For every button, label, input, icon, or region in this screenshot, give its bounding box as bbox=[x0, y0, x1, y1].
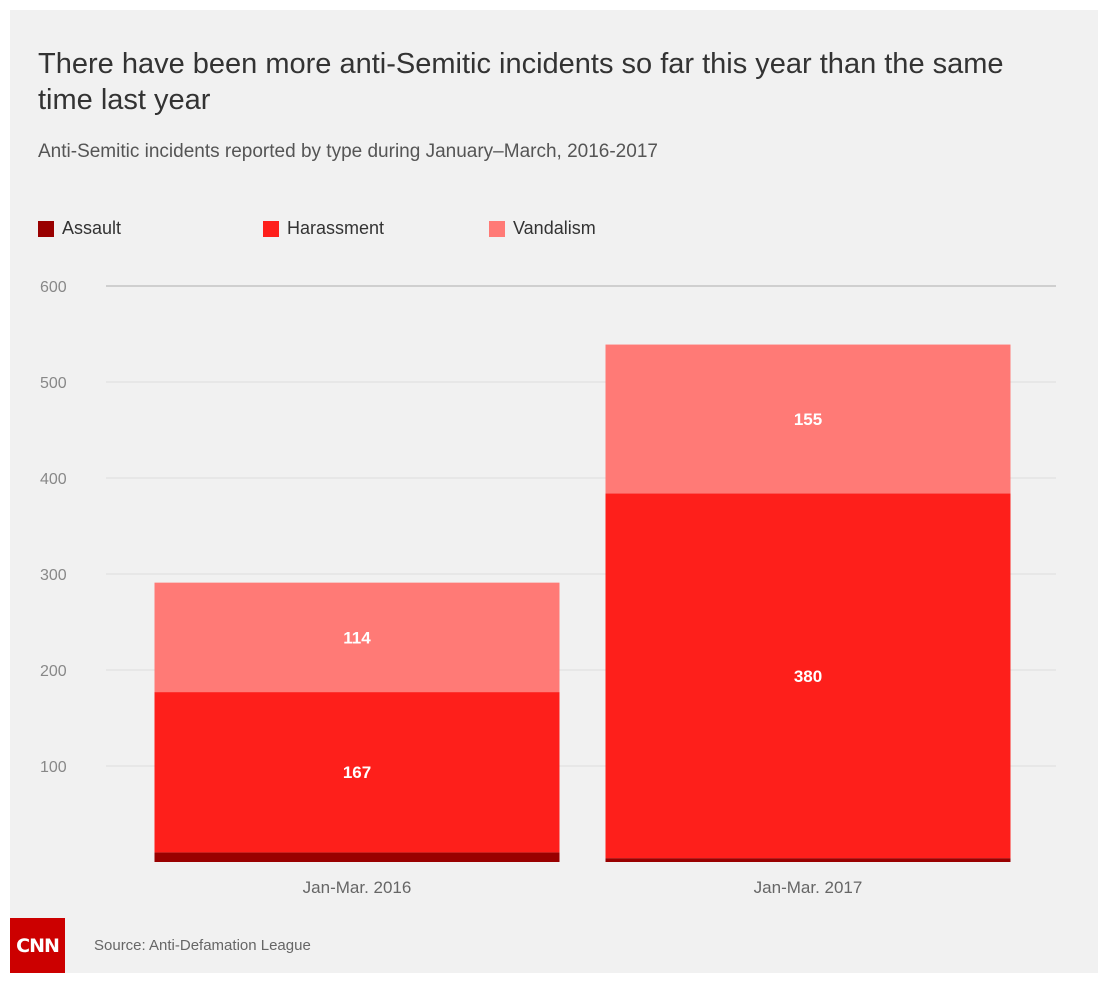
bar-segment-assault bbox=[605, 858, 1011, 862]
bar-segment-assault bbox=[154, 852, 560, 862]
legend-label-harassment: Harassment bbox=[287, 218, 385, 238]
legend-label-assault: Assault bbox=[62, 218, 122, 238]
y-tick-label: 100 bbox=[40, 759, 67, 776]
chart-subtitle: Anti-Semitic incidents reported by type … bbox=[38, 141, 658, 162]
bar-segment-harassment bbox=[154, 692, 560, 853]
data-label: 114 bbox=[343, 628, 371, 647]
bar-segment-vandalism bbox=[154, 582, 560, 693]
y-tick-label: 600 bbox=[40, 279, 67, 296]
legend-item-vandalism: Vandalism bbox=[489, 218, 596, 239]
chart-card: There have been more anti-Semitic incide… bbox=[10, 10, 1098, 973]
x-tick-label: Jan-Mar. 2017 bbox=[754, 878, 863, 897]
data-label: 380 bbox=[794, 667, 822, 686]
legend-swatch-harassment bbox=[263, 220, 279, 237]
data-label: 155 bbox=[794, 410, 822, 429]
y-tick-label: 200 bbox=[40, 663, 67, 680]
data-label: 167 bbox=[343, 763, 371, 782]
source-note: Source: Anti-Defamation League bbox=[94, 937, 311, 954]
legend-swatch-vandalism bbox=[489, 220, 505, 237]
legend-item-harassment: Harassment bbox=[263, 218, 384, 239]
y-tick-label: 400 bbox=[40, 471, 67, 488]
legend-item-assault: Assault bbox=[38, 218, 121, 239]
y-tick-label: 500 bbox=[40, 375, 67, 392]
x-tick-label: Jan-Mar. 2016 bbox=[303, 878, 412, 897]
cnn-logo: CNN bbox=[10, 918, 65, 973]
bar-segment-vandalism bbox=[605, 344, 1011, 494]
legend-swatch-assault bbox=[38, 220, 54, 237]
cnn-logo-text: CNN bbox=[16, 934, 60, 957]
stacked-bar-chart: 100 200 300 400 500 600 167 114 Jan-Mar. 2016 380… bbox=[40, 279, 1056, 897]
y-tick-label: 300 bbox=[40, 567, 67, 584]
chart-title: There have been more anti-Semitic incide… bbox=[38, 48, 1004, 116]
bar-segment-harassment bbox=[605, 493, 1011, 859]
legend-label-vandalism: Vandalism bbox=[513, 218, 596, 238]
